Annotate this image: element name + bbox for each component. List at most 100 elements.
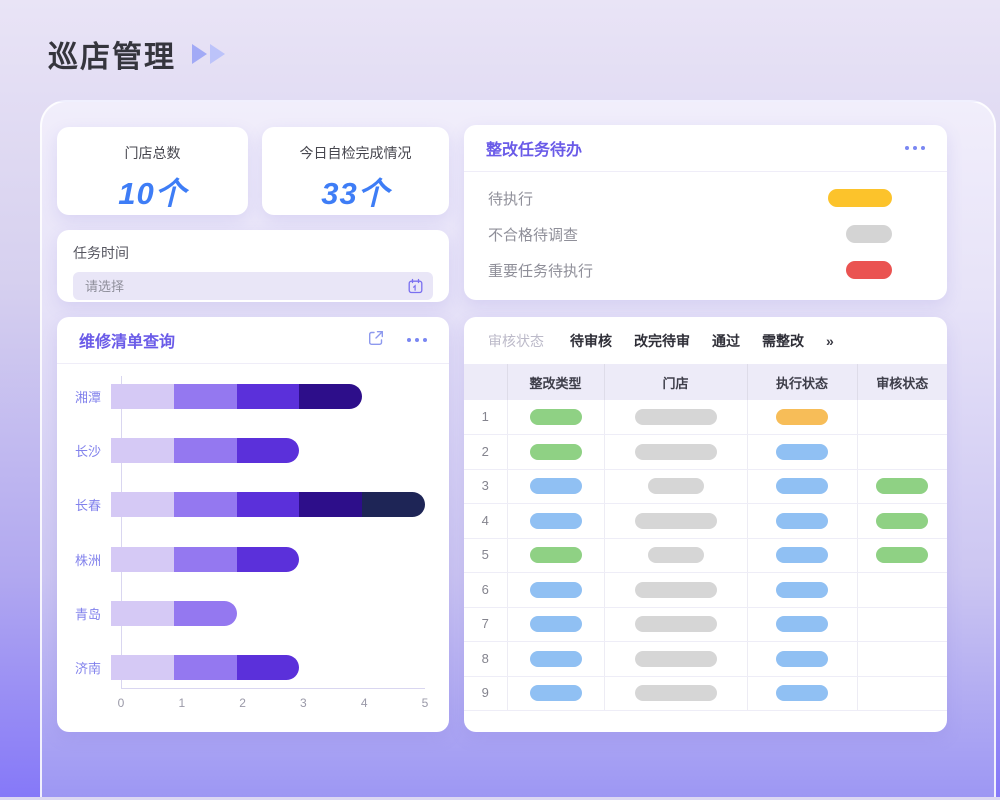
chart-bar-row: 长春 [71, 492, 425, 518]
chart-bar-segment [111, 654, 174, 680]
chart-bar-segment [299, 384, 363, 409]
row-index: 4 [481, 512, 489, 528]
chart-bar [111, 438, 300, 464]
row-index: 3 [481, 478, 489, 494]
table-header-cell: 门店 [604, 364, 748, 400]
row-index: 1 [481, 409, 489, 424]
review-tab[interactable]: 通过 [712, 332, 740, 349]
table-row[interactable]: 8 [464, 641, 947, 677]
repair-bar-chart: 湘潭 长沙 长春 株洲 青岛 济南 0 1 2 3 4 5 [71, 376, 428, 724]
review-tab[interactable]: 改完待审 [634, 332, 690, 349]
status-pill-gray [634, 581, 717, 598]
share-icon[interactable] [367, 329, 385, 352]
table-header-cell: 整改类型 [507, 364, 605, 400]
date-picker-input[interactable] [73, 272, 433, 300]
chart-bar-row: 青岛 [71, 600, 425, 626]
task-time-card: 任务时间 [57, 230, 449, 302]
table-row[interactable]: 4 [464, 503, 947, 539]
calendar-icon[interactable] [407, 278, 424, 300]
row-index: 2 [481, 443, 489, 459]
status-pill-green [876, 478, 929, 495]
chart-bar-segment [173, 438, 237, 464]
review-filter-label: 审核状态 [488, 332, 544, 349]
date-picker[interactable] [73, 272, 433, 300]
page-title: 巡店管理 [48, 41, 176, 74]
review-tab[interactable]: 待审核 [570, 332, 612, 349]
stat-value: 33个 [321, 176, 390, 211]
chart-bar [111, 654, 300, 680]
table-row[interactable]: 6 [464, 572, 947, 608]
status-pill-green [876, 547, 929, 564]
chart-category-label: 长春 [74, 498, 101, 514]
status-pill-blue [776, 443, 828, 460]
table-header-row: 整改类型 门店 执行状态 审核状态 [464, 364, 947, 400]
review-tabs-row: 审核状态 待审核 改完待审 通过 需整改 » [464, 317, 947, 364]
x-axis-tick: 2 [239, 696, 246, 710]
status-pill-gray [647, 478, 704, 495]
status-pill-blue [776, 650, 828, 667]
status-pill-gray [634, 512, 717, 529]
repair-panel-title: 维修清单查询 [79, 334, 176, 351]
table-header-index [464, 364, 508, 400]
chart-bar-segment [111, 384, 174, 409]
chart-bar-segment [173, 384, 237, 409]
chart-bar-segment [173, 600, 237, 626]
todo-item[interactable]: 不合格待调查 [488, 216, 892, 252]
chart-bar-segment [299, 492, 363, 518]
table-header-cell: 执行状态 [747, 364, 858, 400]
todo-item[interactable]: 重要任务待执行 [488, 252, 892, 288]
status-pill-blue [529, 685, 582, 702]
stat-label: 门店总数 [124, 145, 181, 161]
table-row[interactable]: 1 [464, 400, 947, 435]
chevron-double-right-icon[interactable]: » [826, 332, 834, 349]
chart-category-label: 湘潭 [74, 390, 101, 405]
status-pill-green [876, 512, 929, 529]
chart-bar-segment [236, 546, 300, 572]
row-index: 6 [481, 581, 489, 597]
chart-bar-segment [111, 600, 174, 626]
chart-bar-track [111, 546, 425, 572]
status-pill-blue [529, 650, 582, 667]
chart-category-label: 济南 [74, 660, 101, 676]
status-pill-gray [634, 408, 717, 425]
status-pill-blue [776, 581, 828, 598]
status-pill-green [529, 547, 582, 564]
status-pill-gray [634, 650, 717, 667]
table-row[interactable]: 5 [464, 538, 947, 573]
status-pill-gray [634, 685, 717, 702]
row-index: 7 [481, 616, 489, 632]
chart-bar-segment [173, 654, 237, 680]
chart-bar-segment [236, 384, 300, 409]
task-time-label: 任务时间 [73, 245, 129, 261]
x-axis-tick: 1 [178, 696, 186, 710]
chart-bar-segment [111, 492, 174, 518]
chart-rows: 湘潭 长沙 长春 株洲 青岛 济南 [71, 384, 425, 680]
review-table: 整改类型 门店 执行状态 审核状态 1 2 3 4 5 6 7 8 9 [464, 364, 947, 711]
todo-item[interactable]: 待执行 [488, 180, 892, 216]
chart-bar-segment [236, 654, 300, 680]
table-row[interactable]: 2 [464, 434, 947, 470]
table-row[interactable]: 3 [464, 469, 947, 504]
table-row[interactable]: 7 [464, 607, 947, 642]
chart-bar-track [111, 600, 425, 626]
status-pill-gray [634, 443, 717, 460]
status-pill-blue [776, 685, 828, 702]
chart-bar-row: 株洲 [71, 546, 425, 572]
chart-bar-segment [173, 546, 237, 572]
more-menu-icon[interactable] [403, 338, 427, 342]
more-menu-icon[interactable] [901, 146, 925, 150]
x-axis-line [121, 688, 425, 689]
table-row[interactable]: 9 [464, 676, 947, 711]
chart-bar [111, 600, 237, 626]
todo-panel: 整改任务待办 待执行 不合格待调查 重要任务待执行 [464, 125, 947, 300]
row-index: 8 [481, 650, 489, 666]
status-pill-blue [529, 616, 582, 633]
chart-bar-segment [236, 492, 300, 518]
todo-panel-header: 整改任务待办 [464, 125, 947, 172]
status-pill-blue [776, 547, 828, 564]
review-tab[interactable]: 需整改 [762, 332, 804, 349]
chart-bar-segment [173, 492, 237, 518]
todo-status-pill [846, 261, 892, 279]
todo-list: 待执行 不合格待调查 重要任务待执行 [464, 172, 947, 288]
review-status-panel: 审核状态 待审核 改完待审 通过 需整改 » 整改类型 门店 执行状态 审核状态 1 2 3 4 5 6… [464, 317, 947, 732]
